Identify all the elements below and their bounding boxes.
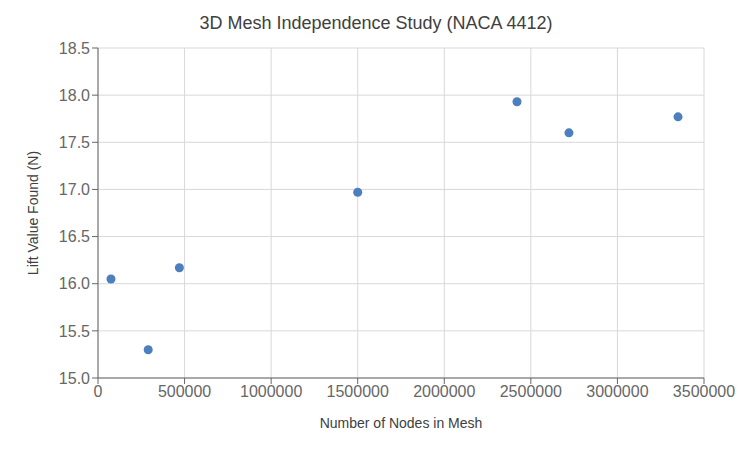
svg-text:2000000: 2000000 (413, 383, 475, 400)
svg-text:1500000: 1500000 (327, 383, 389, 400)
svg-text:16.5: 16.5 (59, 228, 90, 245)
svg-text:3000000: 3000000 (586, 383, 648, 400)
svg-text:Number of Nodes in Mesh: Number of Nodes in Mesh (320, 415, 483, 431)
svg-text:17.0: 17.0 (59, 181, 90, 198)
html-text:3D Mesh Independence Study (NA: 3D Mesh Independence Study (NACA 4412) (199, 13, 553, 33)
svg-text:3500000: 3500000 (673, 383, 735, 400)
svg-text:16.0: 16.0 (59, 275, 90, 292)
svg-text:15.5: 15.5 (59, 323, 90, 340)
svg-text:18.5: 18.5 (59, 40, 90, 57)
svg-text:17.5: 17.5 (59, 134, 90, 151)
svg-text:500000: 500000 (158, 383, 211, 400)
svg-text:2500000: 2500000 (500, 383, 562, 400)
svg-text:15.0: 15.0 (59, 370, 90, 387)
svg-text:1000000: 1000000 (240, 383, 302, 400)
svg-text:18.0: 18.0 (59, 87, 90, 104)
svg-text:Lift Value Found (N): Lift Value Found (N) (25, 151, 41, 275)
svg-text:0: 0 (94, 383, 103, 400)
